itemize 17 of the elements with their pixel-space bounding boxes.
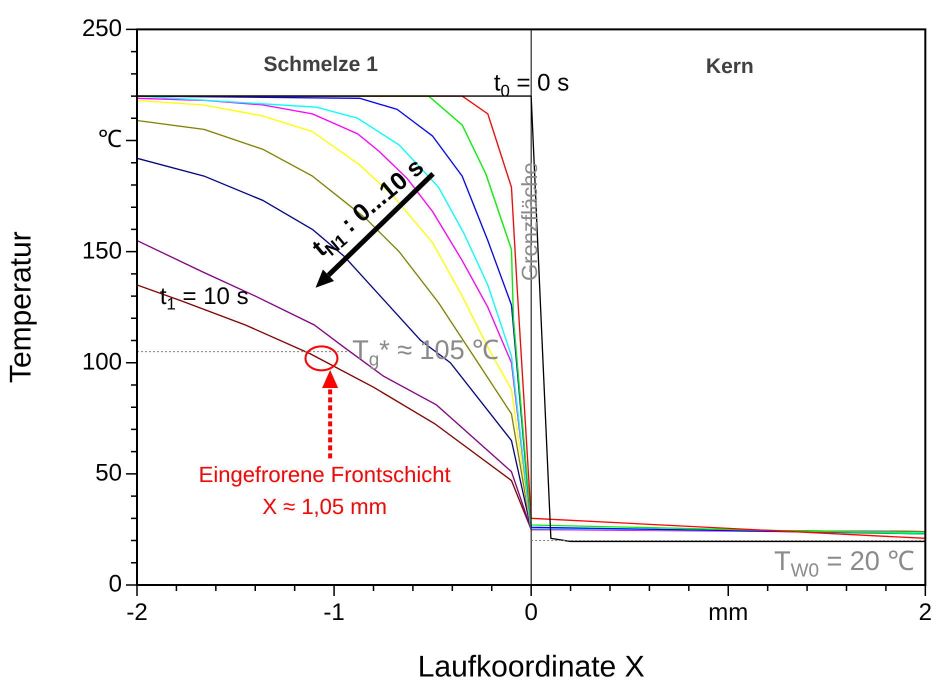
annotation: Kern [706,54,754,78]
x-tick-label: mm [708,599,748,626]
y-axis-title: Temperatur [4,231,38,384]
x-tick-label: 2 [918,599,932,626]
y-tick-label: 100 [82,348,122,376]
ref-line-label: Grenzfläche [517,162,542,281]
y-tick-label: 50 [95,460,122,487]
x-axis-title: Laufkoordinate X [418,650,645,684]
x-tick-label: -2 [126,599,148,626]
y-tick-label: 0 [108,570,122,598]
annotation: Schmelze 1 [263,52,378,76]
y-tick-label: ℃ [98,126,122,154]
y-tick-label: 150 [82,237,122,264]
x-tick-label: -1 [323,599,345,626]
y-tick-label: 250 [82,15,122,42]
annotation: Eingefrorene Frontschicht X ≈ 1,05 mm [198,462,451,520]
x-tick-label: 0 [524,599,538,626]
